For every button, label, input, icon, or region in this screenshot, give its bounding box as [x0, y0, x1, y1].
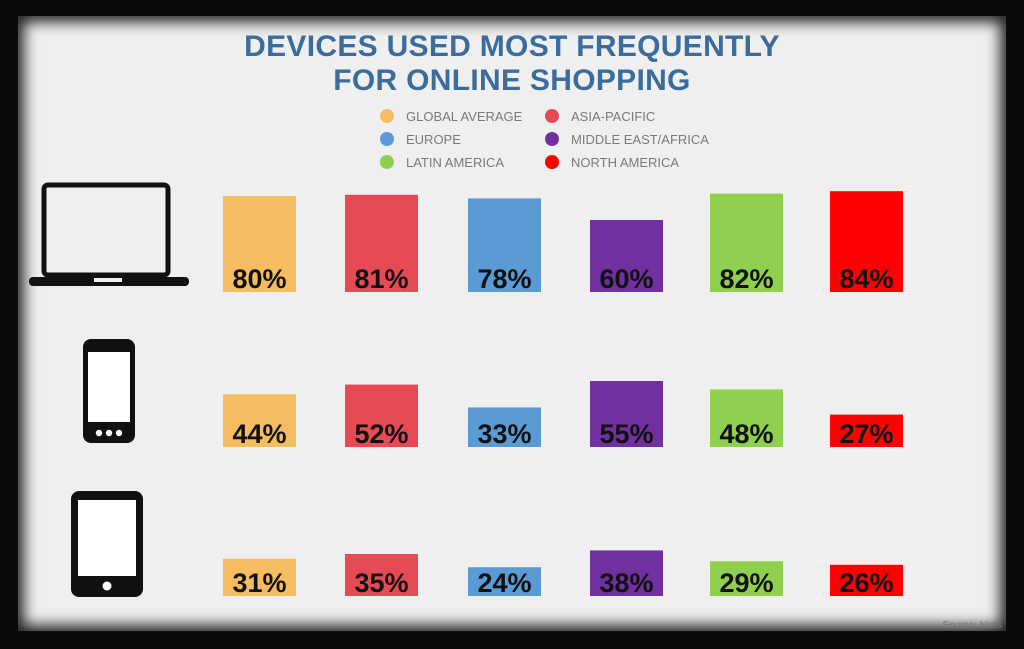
laptop-icon — [29, 182, 189, 286]
legend-swatch — [545, 109, 559, 123]
bar — [830, 564, 903, 596]
tablet-icon — [71, 491, 143, 597]
bar — [590, 550, 663, 596]
bar-value-label: 29% — [719, 568, 773, 598]
bar-value-label: 24% — [477, 568, 531, 598]
smartphone-icon — [83, 339, 135, 443]
legend-swatch — [380, 155, 394, 169]
chart-frame: DEVICES USED MOST FREQUENTLY FOR ONLINE … — [18, 16, 1006, 631]
bar — [830, 191, 903, 292]
legend-item: NORTH AMERICA — [545, 151, 679, 173]
bar-value-label: 81% — [354, 264, 408, 294]
bar-chart: 80% 44% 31% 81% 52% 35% 78% 33% 24% 60% 55% 38% 82% 4… — [223, 191, 903, 598]
chart-title: DEVICES USED MOST FREQUENTLY FOR ONLINE … — [18, 30, 1006, 98]
bar — [468, 198, 541, 292]
bar — [710, 193, 783, 292]
bar-value-label: 38% — [599, 568, 653, 598]
legend-label: MIDDLE EAST/AFRICA — [571, 131, 709, 147]
legend-swatch — [380, 109, 394, 123]
bar — [710, 389, 783, 447]
bar-value-label: 31% — [232, 568, 286, 598]
bar-value-label: 84% — [839, 264, 893, 294]
bar — [345, 384, 418, 447]
legend-label: NORTH AMERICA — [571, 154, 680, 170]
bar — [345, 194, 418, 292]
legend-label: LATIN AMERICA — [406, 154, 505, 170]
bar-value-label: 44% — [232, 419, 286, 449]
legend-item: LATIN AMERICA — [380, 151, 504, 173]
bar — [830, 414, 903, 447]
bar — [468, 567, 541, 596]
bar — [223, 558, 296, 596]
bar-value-label: 80% — [232, 264, 286, 294]
source-note: Source: Niels — [942, 620, 1002, 631]
bar-value-label: 52% — [354, 419, 408, 449]
bar-value-label: 78% — [477, 264, 531, 294]
bar-value-label: 35% — [354, 568, 408, 598]
legend-item: GLOBAL AVERAGE — [380, 105, 522, 127]
bar — [590, 220, 663, 292]
bar-value-label: 48% — [719, 419, 773, 449]
legend-label: GLOBAL AVERAGE — [406, 108, 523, 124]
bar — [590, 381, 663, 447]
legend-swatch — [545, 155, 559, 169]
bar-value-label: 27% — [839, 419, 893, 449]
bar — [345, 554, 418, 596]
chart-title-line-1: DEVICES USED MOST FREQUENTLY — [244, 30, 780, 63]
bar-value-label: 60% — [599, 264, 653, 294]
legend-item: EUROPE — [380, 128, 461, 150]
bar — [468, 407, 541, 447]
chart-title-line-2: FOR ONLINE SHOPPING — [333, 64, 691, 97]
bar — [710, 561, 783, 596]
bar-value-label: 33% — [477, 419, 531, 449]
bar — [223, 394, 296, 447]
legend-item: ASIA-PACIFIC — [545, 105, 655, 127]
bar-value-label: 82% — [719, 264, 773, 294]
bar-value-label: 26% — [839, 568, 893, 598]
legend-label: EUROPE — [406, 131, 461, 147]
bar — [223, 196, 296, 292]
bar-value-label: 55% — [599, 419, 653, 449]
legend-swatch — [380, 132, 394, 146]
legend-label: ASIA-PACIFIC — [571, 108, 656, 124]
legend-swatch — [545, 132, 559, 146]
legend-item: MIDDLE EAST/AFRICA — [545, 128, 709, 150]
